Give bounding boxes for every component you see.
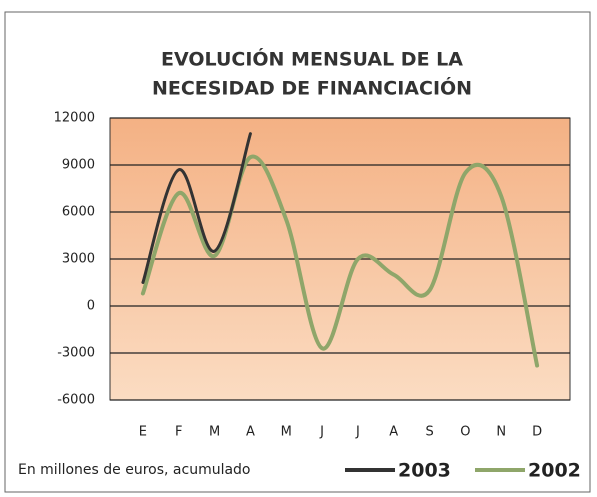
x-tick-label: D: [532, 425, 542, 440]
y-tick-label: 0: [87, 299, 95, 314]
x-tick-label: F: [175, 425, 182, 440]
chart-title: EVOLUCIÓN MENSUAL DE LA: [161, 47, 463, 71]
y-tick-label: 6000: [62, 205, 95, 220]
x-tick-label: J: [319, 425, 324, 440]
x-tick-label: E: [139, 425, 147, 440]
note: En millones de euros, acumulado: [18, 462, 251, 478]
series-line: [140, 154, 540, 368]
x-tick-label: J: [355, 425, 360, 440]
x-tick-label: A: [389, 425, 398, 440]
y-tick-label: -6000: [57, 393, 95, 408]
x-tick-label: A: [246, 425, 255, 440]
y-tick-label: 3000: [62, 252, 95, 267]
legend-label: 2002: [528, 460, 581, 482]
x-tick-label: O: [460, 425, 470, 440]
x-tick-label: S: [425, 425, 433, 440]
chart-title: NECESIDAD DE FINANCIACIÓN: [152, 76, 472, 100]
y-tick-label: 12000: [54, 111, 95, 126]
x-tick-label: N: [496, 425, 506, 440]
legend-label: 2003: [398, 460, 451, 482]
x-tick-label: M: [209, 425, 220, 440]
y-tick-label: -3000: [57, 346, 95, 361]
series-line: [141, 132, 252, 284]
y-tick-label: 9000: [62, 158, 95, 173]
x-tick-label: M: [281, 425, 292, 440]
